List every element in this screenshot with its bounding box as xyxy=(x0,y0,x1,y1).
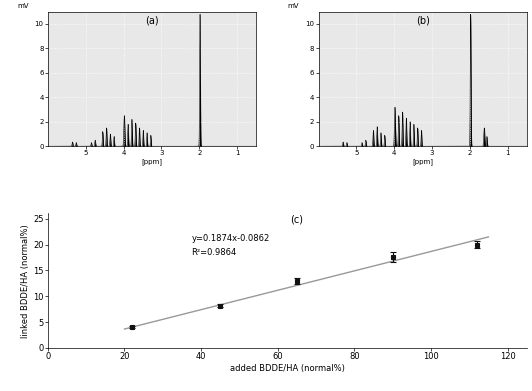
Y-axis label: linked BDDE/HA (normal%): linked BDDE/HA (normal%) xyxy=(21,224,30,337)
Text: R²=0.9864: R²=0.9864 xyxy=(192,248,237,257)
Text: (c): (c) xyxy=(290,215,303,225)
Text: mV: mV xyxy=(17,3,29,9)
Text: y=0.1874x-0.0862: y=0.1874x-0.0862 xyxy=(192,234,270,243)
X-axis label: [ppm]: [ppm] xyxy=(412,158,433,165)
Text: mV: mV xyxy=(288,3,300,9)
X-axis label: added BDDE/HA (normal%): added BDDE/HA (normal%) xyxy=(230,364,345,373)
Text: (a): (a) xyxy=(145,16,159,26)
X-axis label: [ppm]: [ppm] xyxy=(142,158,162,165)
Text: (b): (b) xyxy=(415,16,429,26)
